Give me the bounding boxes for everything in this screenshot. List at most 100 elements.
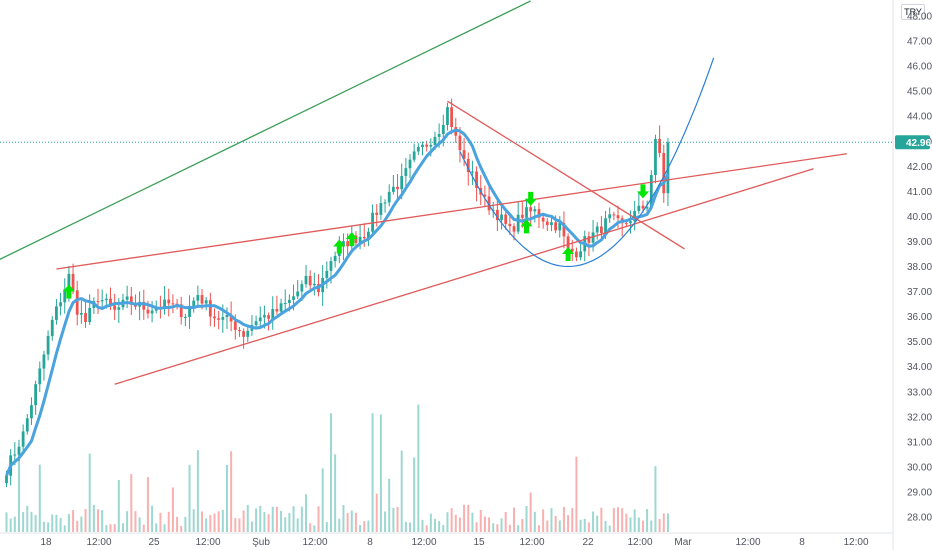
x-tick-label: 12:00	[843, 537, 868, 548]
candle-body	[279, 303, 283, 312]
arrow-up-icon	[62, 284, 75, 299]
currency-button[interactable]: TRY	[901, 4, 925, 20]
candle-body	[254, 321, 258, 326]
candle-body	[608, 214, 612, 219]
volume-bar	[658, 519, 661, 532]
red-trend-line	[447, 100, 685, 250]
volume-bar	[38, 464, 41, 532]
volume-bar	[321, 468, 324, 532]
candle-body	[325, 270, 329, 278]
candle-body	[179, 304, 183, 318]
candle-body	[400, 176, 404, 190]
volume-bar	[300, 506, 303, 532]
candle-body	[88, 307, 92, 323]
candle-body	[641, 205, 645, 209]
volume-bar	[467, 504, 470, 532]
volume-bar	[479, 510, 482, 532]
candle-body	[504, 214, 508, 224]
volume-bar	[504, 511, 507, 532]
volume-bar	[421, 519, 424, 532]
candle-body	[75, 290, 79, 315]
candle-body	[59, 302, 62, 307]
candle-body	[649, 175, 653, 208]
volume-bar	[492, 523, 495, 532]
x-tick-label: 8	[799, 537, 805, 548]
candle-body	[142, 301, 146, 310]
candle-body	[529, 207, 533, 212]
volume-bar	[159, 512, 162, 532]
volume-bar	[438, 521, 441, 532]
candle-body	[404, 168, 408, 177]
candle-body	[67, 273, 71, 290]
volume-bar	[138, 517, 141, 532]
candle-body	[570, 248, 574, 252]
candle-body	[616, 215, 620, 219]
volume-bar	[450, 508, 453, 532]
y-tick-label: 38.00	[907, 262, 932, 273]
volume-bar	[513, 507, 516, 532]
candle-body	[624, 223, 628, 225]
candle-body	[200, 295, 204, 304]
red-trend-line	[114, 168, 814, 385]
volume-bar	[63, 525, 66, 532]
volume-bar	[429, 513, 432, 532]
volume-bar	[51, 514, 54, 532]
candle-body	[213, 316, 216, 319]
volume-bar	[209, 515, 212, 532]
volume-bar	[317, 506, 320, 532]
volume-bar	[621, 508, 624, 532]
candle-body	[188, 306, 191, 317]
candle-body	[342, 241, 345, 247]
arrow-up-icon	[562, 246, 575, 261]
candle-body	[658, 138, 662, 154]
candle-body	[387, 191, 391, 203]
volume-bar	[117, 480, 120, 532]
volume-bar	[354, 512, 357, 532]
volume-bar	[463, 504, 466, 532]
candle-body	[263, 315, 266, 318]
volume-bar	[433, 518, 436, 532]
volume-bar	[196, 450, 199, 532]
candle-body	[520, 214, 524, 218]
x-tick-label: 12:00	[411, 537, 436, 548]
candle-body	[267, 315, 270, 319]
volume-bar	[176, 516, 179, 532]
volume-bar	[163, 524, 166, 532]
candle-body	[196, 295, 200, 301]
candle-body	[125, 296, 129, 300]
volume-bar	[288, 513, 291, 532]
candle-body	[233, 321, 237, 330]
volume-bar	[5, 512, 8, 532]
x-tick-label: 12:00	[735, 537, 760, 548]
candle-body	[104, 298, 108, 301]
volume-bar	[488, 517, 491, 532]
x-tick-label: 12:00	[519, 537, 544, 548]
candle-body	[362, 236, 366, 239]
volume-bar	[234, 518, 237, 532]
volume-bar	[201, 511, 204, 532]
volume-bar	[9, 518, 12, 532]
volume-bar	[384, 511, 387, 532]
candle-body	[204, 300, 208, 304]
candle-body	[441, 124, 445, 135]
candle-body	[84, 313, 87, 323]
volume-bar	[88, 453, 91, 532]
last-price-badge	[895, 135, 930, 150]
candle-body	[629, 221, 632, 224]
candle-body	[146, 309, 150, 314]
volume-bar	[250, 521, 253, 532]
candle-body	[575, 251, 578, 258]
volume-bar	[442, 525, 445, 532]
arrow-up-icon	[345, 231, 358, 246]
x-tick-label: 12:00	[302, 537, 327, 548]
volume-bar	[17, 454, 20, 532]
candle-body	[495, 209, 499, 221]
candle-body	[550, 222, 553, 226]
candle-body	[421, 144, 424, 147]
candle-body	[13, 454, 17, 456]
candle-body	[383, 202, 387, 204]
volume-bar	[242, 510, 245, 532]
candle-body	[292, 296, 295, 300]
candle-body	[63, 289, 67, 303]
